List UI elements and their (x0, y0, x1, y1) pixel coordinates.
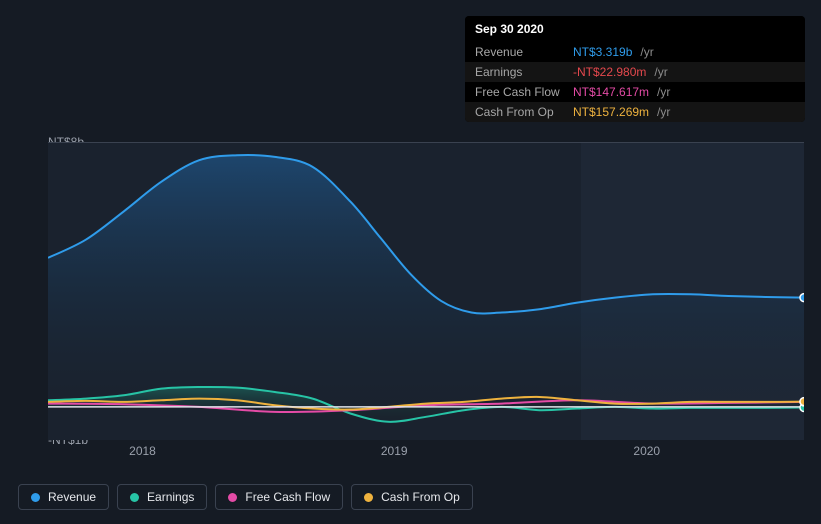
tooltip-row-suffix: /yr (640, 45, 653, 59)
legend-label: Revenue (48, 490, 96, 504)
tooltip-row-suffix: /yr (654, 65, 667, 79)
x-axis-label: 2020 (633, 444, 660, 498)
tooltip-row-value: NT$157.269m (573, 105, 649, 119)
legend-item-earnings[interactable]: Earnings (117, 484, 207, 510)
legend-label: Earnings (147, 490, 194, 504)
legend-item-cfo[interactable]: Cash From Op (351, 484, 473, 510)
legend-swatch (228, 493, 237, 502)
cfo-marker (800, 398, 804, 406)
legend: Revenue Earnings Free Cash Flow Cash From O… (18, 484, 473, 510)
tooltip-row-suffix: /yr (657, 105, 670, 119)
tooltip-row-label: Earnings (475, 65, 565, 79)
tooltip-row: Revenue NT$3.319b/yr (465, 42, 805, 62)
plot-area[interactable] (48, 142, 804, 440)
legend-label: Cash From Op (381, 490, 460, 504)
tooltip-panel: Sep 30 2020 Revenue NT$3.319b/yr Earnings-… (465, 16, 805, 122)
tooltip-row-value: -NT$22.980m (573, 65, 646, 79)
legend-swatch (130, 493, 139, 502)
legend-item-revenue[interactable]: Revenue (18, 484, 109, 510)
tooltip-row-value: NT$3.319b (573, 45, 632, 59)
tooltip-row: Cash From Op NT$157.269m/yr (465, 102, 805, 122)
legend-label: Free Cash Flow (245, 490, 330, 504)
legend-item-fcf[interactable]: Free Cash Flow (215, 484, 343, 510)
tooltip-row: Earnings -NT$22.980m/yr (465, 62, 805, 82)
revenue-marker (800, 294, 804, 302)
earnings-chart[interactable]: Past NT$8bNT$0-NT$1b 201820192020 (18, 120, 804, 480)
tooltip-date: Sep 30 2020 (465, 16, 805, 42)
tooltip-row-label: Cash From Op (475, 105, 565, 119)
tooltip-row-suffix: /yr (657, 85, 670, 99)
tooltip-row-label: Free Cash Flow (475, 85, 565, 99)
tooltip-row-label: Revenue (475, 45, 565, 59)
tooltip-row-value: NT$147.617m (573, 85, 649, 99)
legend-swatch (31, 493, 40, 502)
legend-swatch (364, 493, 373, 502)
tooltip-row: Free Cash Flow NT$147.617m/yr (465, 82, 805, 102)
